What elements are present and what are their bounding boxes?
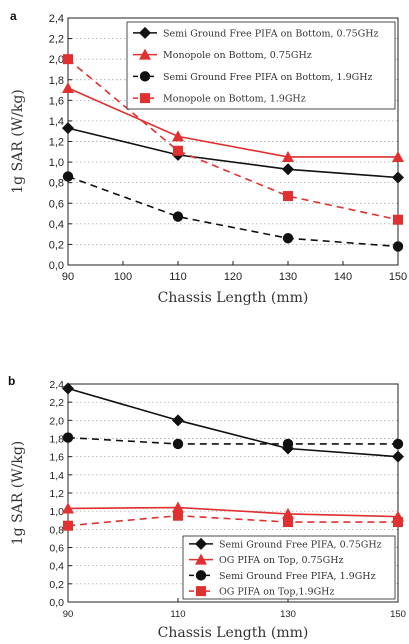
x-axis-label: Chassis Length (mm)	[158, 625, 309, 641]
y-axis-label: 1g SAR (W/kg)	[10, 89, 26, 194]
y-tick-label: 1,8	[49, 434, 64, 446]
data-point	[392, 451, 404, 463]
y-tick-label: 1,6	[49, 452, 64, 464]
legend-entry: Semi Ground Free PIFA, 1.9GHz	[219, 571, 376, 582]
data-point	[283, 517, 293, 527]
x-tick-label: 140	[334, 271, 352, 283]
x-tick-label: 130	[280, 609, 296, 620]
data-point	[63, 521, 73, 531]
legend-entry: Monopole on Bottom, 1.9GHz	[163, 94, 306, 105]
data-point	[283, 233, 293, 243]
legend-swatch-marker	[196, 586, 206, 596]
data-point	[392, 172, 404, 184]
series-line	[68, 516, 398, 526]
data-point	[173, 211, 183, 221]
y-tick-label: 1,8	[49, 75, 64, 87]
legend: Semi Ground Free PIFA, 0.75GHz OG PIFA on…	[183, 536, 395, 599]
y-tick-label: 2,2	[49, 34, 64, 46]
data-point	[172, 414, 184, 426]
y-tick-label: 2,2	[49, 397, 64, 409]
x-tick-label: 130	[279, 271, 297, 283]
y-tick-label: 0,0	[49, 597, 64, 609]
x-axis-label: Chassis Length (mm)	[158, 290, 309, 306]
data-point	[283, 191, 293, 201]
chart-panel-b: 0,0 0,2 0,4 0,6 0,8 1,0 1,2 1,4 1,6 1,8 2,0 2,2 2,4 9…	[8, 374, 406, 641]
legend-entry: Semi Ground Free PIFA, 0.75GHz	[219, 539, 382, 550]
y-tick-label: 1,4	[49, 116, 64, 128]
data-point	[173, 511, 183, 521]
x-tick-label: 100	[114, 271, 132, 283]
x-tick-label: 90	[63, 609, 74, 620]
series-line	[68, 389, 398, 457]
data-point	[283, 439, 293, 449]
y-tick-label: 0,6	[49, 198, 64, 210]
panel-label: b	[8, 374, 15, 388]
y-tick-label: 2,0	[49, 54, 64, 66]
legend-swatch-marker	[196, 570, 206, 580]
series-1	[62, 502, 404, 522]
data-point	[393, 517, 403, 527]
y-tick-label: 0,4	[49, 219, 64, 231]
y-tick-label: 2,4	[49, 13, 64, 25]
series-2	[63, 171, 403, 251]
y-tick-label: 0,8	[49, 178, 64, 190]
y-tick-label: 1,0	[49, 506, 64, 518]
legend-swatch-marker	[140, 71, 150, 81]
series-line	[68, 128, 398, 177]
legend-entry: OG PIFA on Top,1.9GHz	[219, 587, 334, 598]
data-point	[63, 171, 73, 181]
data-point	[393, 215, 403, 225]
y-tick-label: 0,8	[49, 524, 64, 536]
data-point	[172, 130, 184, 141]
y-tick-label: 1,0	[49, 157, 64, 169]
legend-entry: Monopole on Bottom, 0.75GHz	[163, 50, 312, 61]
legend-entry: Semi Ground Free PIFA on Bottom, 1.9GHz	[163, 72, 373, 83]
x-tick-label: 110	[170, 609, 185, 620]
data-point	[63, 432, 73, 442]
x-tick-label: 90	[62, 271, 74, 283]
data-point	[393, 241, 403, 251]
data-point	[63, 54, 73, 64]
data-point	[393, 439, 403, 449]
series-line	[68, 176, 398, 246]
series-0	[62, 122, 404, 183]
y-axis-label: 1g SAR (W/kg)	[10, 441, 26, 546]
y-tick-label: 0,4	[49, 561, 64, 573]
data-point	[173, 439, 183, 449]
legend-swatch-marker	[140, 93, 150, 103]
x-tick-label: 150	[389, 271, 407, 283]
legend-entry: OG PIFA on Top, 0.75GHz	[219, 555, 344, 566]
series-3	[63, 511, 403, 531]
y-tick-label: 1,4	[49, 470, 64, 482]
y-tick-label: 1,6	[49, 95, 64, 107]
y-tick-label: 2,4	[49, 379, 64, 391]
y-tick-label: 1,2	[49, 137, 64, 149]
series-line	[68, 508, 398, 517]
y-tick-label: 1,2	[49, 488, 64, 500]
y-tick-label: 0,6	[49, 543, 64, 555]
legend: Semi Ground Free PIFA on Bottom, 0.75GHz…	[127, 22, 395, 109]
x-tick-label: 110	[169, 271, 187, 283]
series-0	[62, 383, 404, 463]
x-tick-label: 120	[224, 271, 242, 283]
data-point	[173, 146, 183, 156]
legend-entry: Semi Ground Free PIFA on Bottom, 0.75GHz	[163, 28, 379, 39]
chart-panel-a: 0,0 0,2 0,4 0,6 0,8 1,0 1,2 1,4 1,6 1,8 2,0 2,2 2,4 9…	[10, 9, 407, 306]
y-tick-label: 0,2	[49, 579, 64, 591]
data-point	[282, 163, 294, 175]
y-tick-label: 0,2	[49, 239, 64, 251]
y-tick-label: 2,0	[49, 415, 64, 427]
x-tick-label: 150	[390, 609, 406, 620]
panel-label: a	[10, 9, 17, 23]
